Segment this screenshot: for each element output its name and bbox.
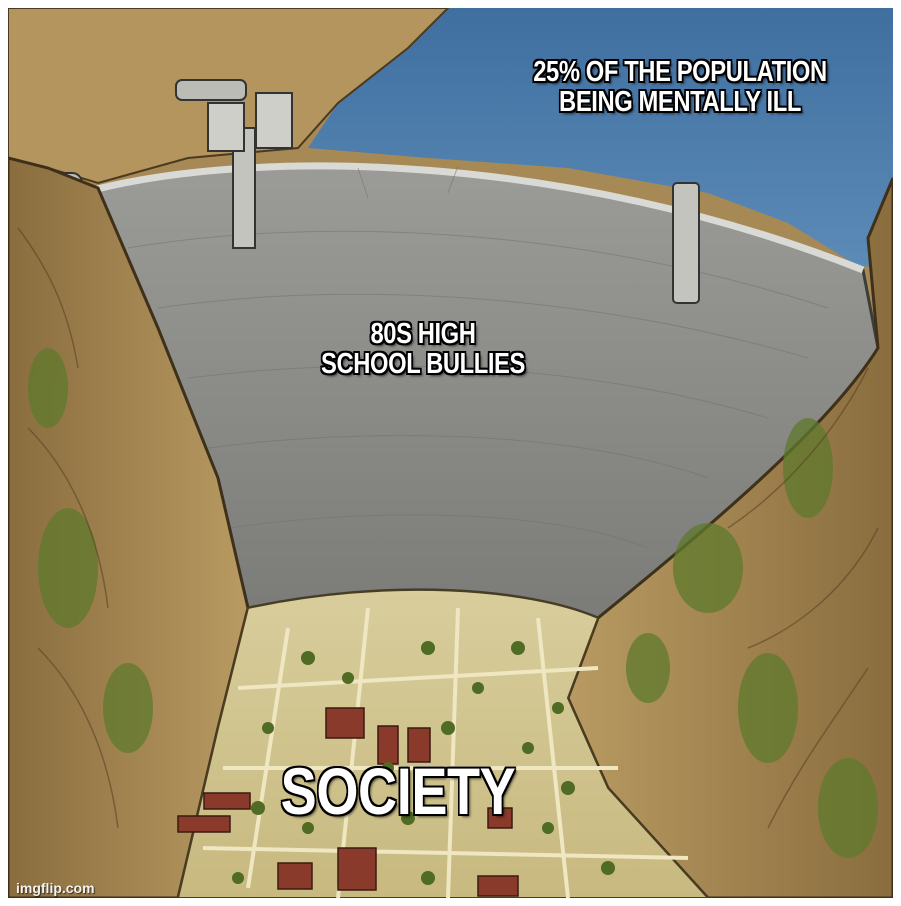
dam-crest — [92, 162, 865, 274]
cliff-contours — [17, 227, 879, 829]
moss-patches — [28, 348, 878, 858]
dam-texture — [127, 165, 829, 549]
town-trees — [232, 641, 615, 885]
reservoir-water — [308, 8, 893, 268]
society-caption: SOCIETY — [280, 754, 516, 828]
town-buildings — [177, 707, 519, 897]
dam-meme-image: 25% OF THE POPULATION BEING MENTALLY ILL… — [8, 8, 893, 898]
dam-illustration — [8, 8, 893, 898]
imgflip-watermark: imgflip.com — [16, 880, 95, 896]
town-valley — [176, 588, 710, 898]
dam-caption: 80S HIGH SCHOOL BULLIES — [321, 318, 525, 380]
left-cliff — [8, 156, 250, 898]
water-caption: 25% OF THE POPULATION BEING MENTALLY ILL — [533, 56, 827, 118]
